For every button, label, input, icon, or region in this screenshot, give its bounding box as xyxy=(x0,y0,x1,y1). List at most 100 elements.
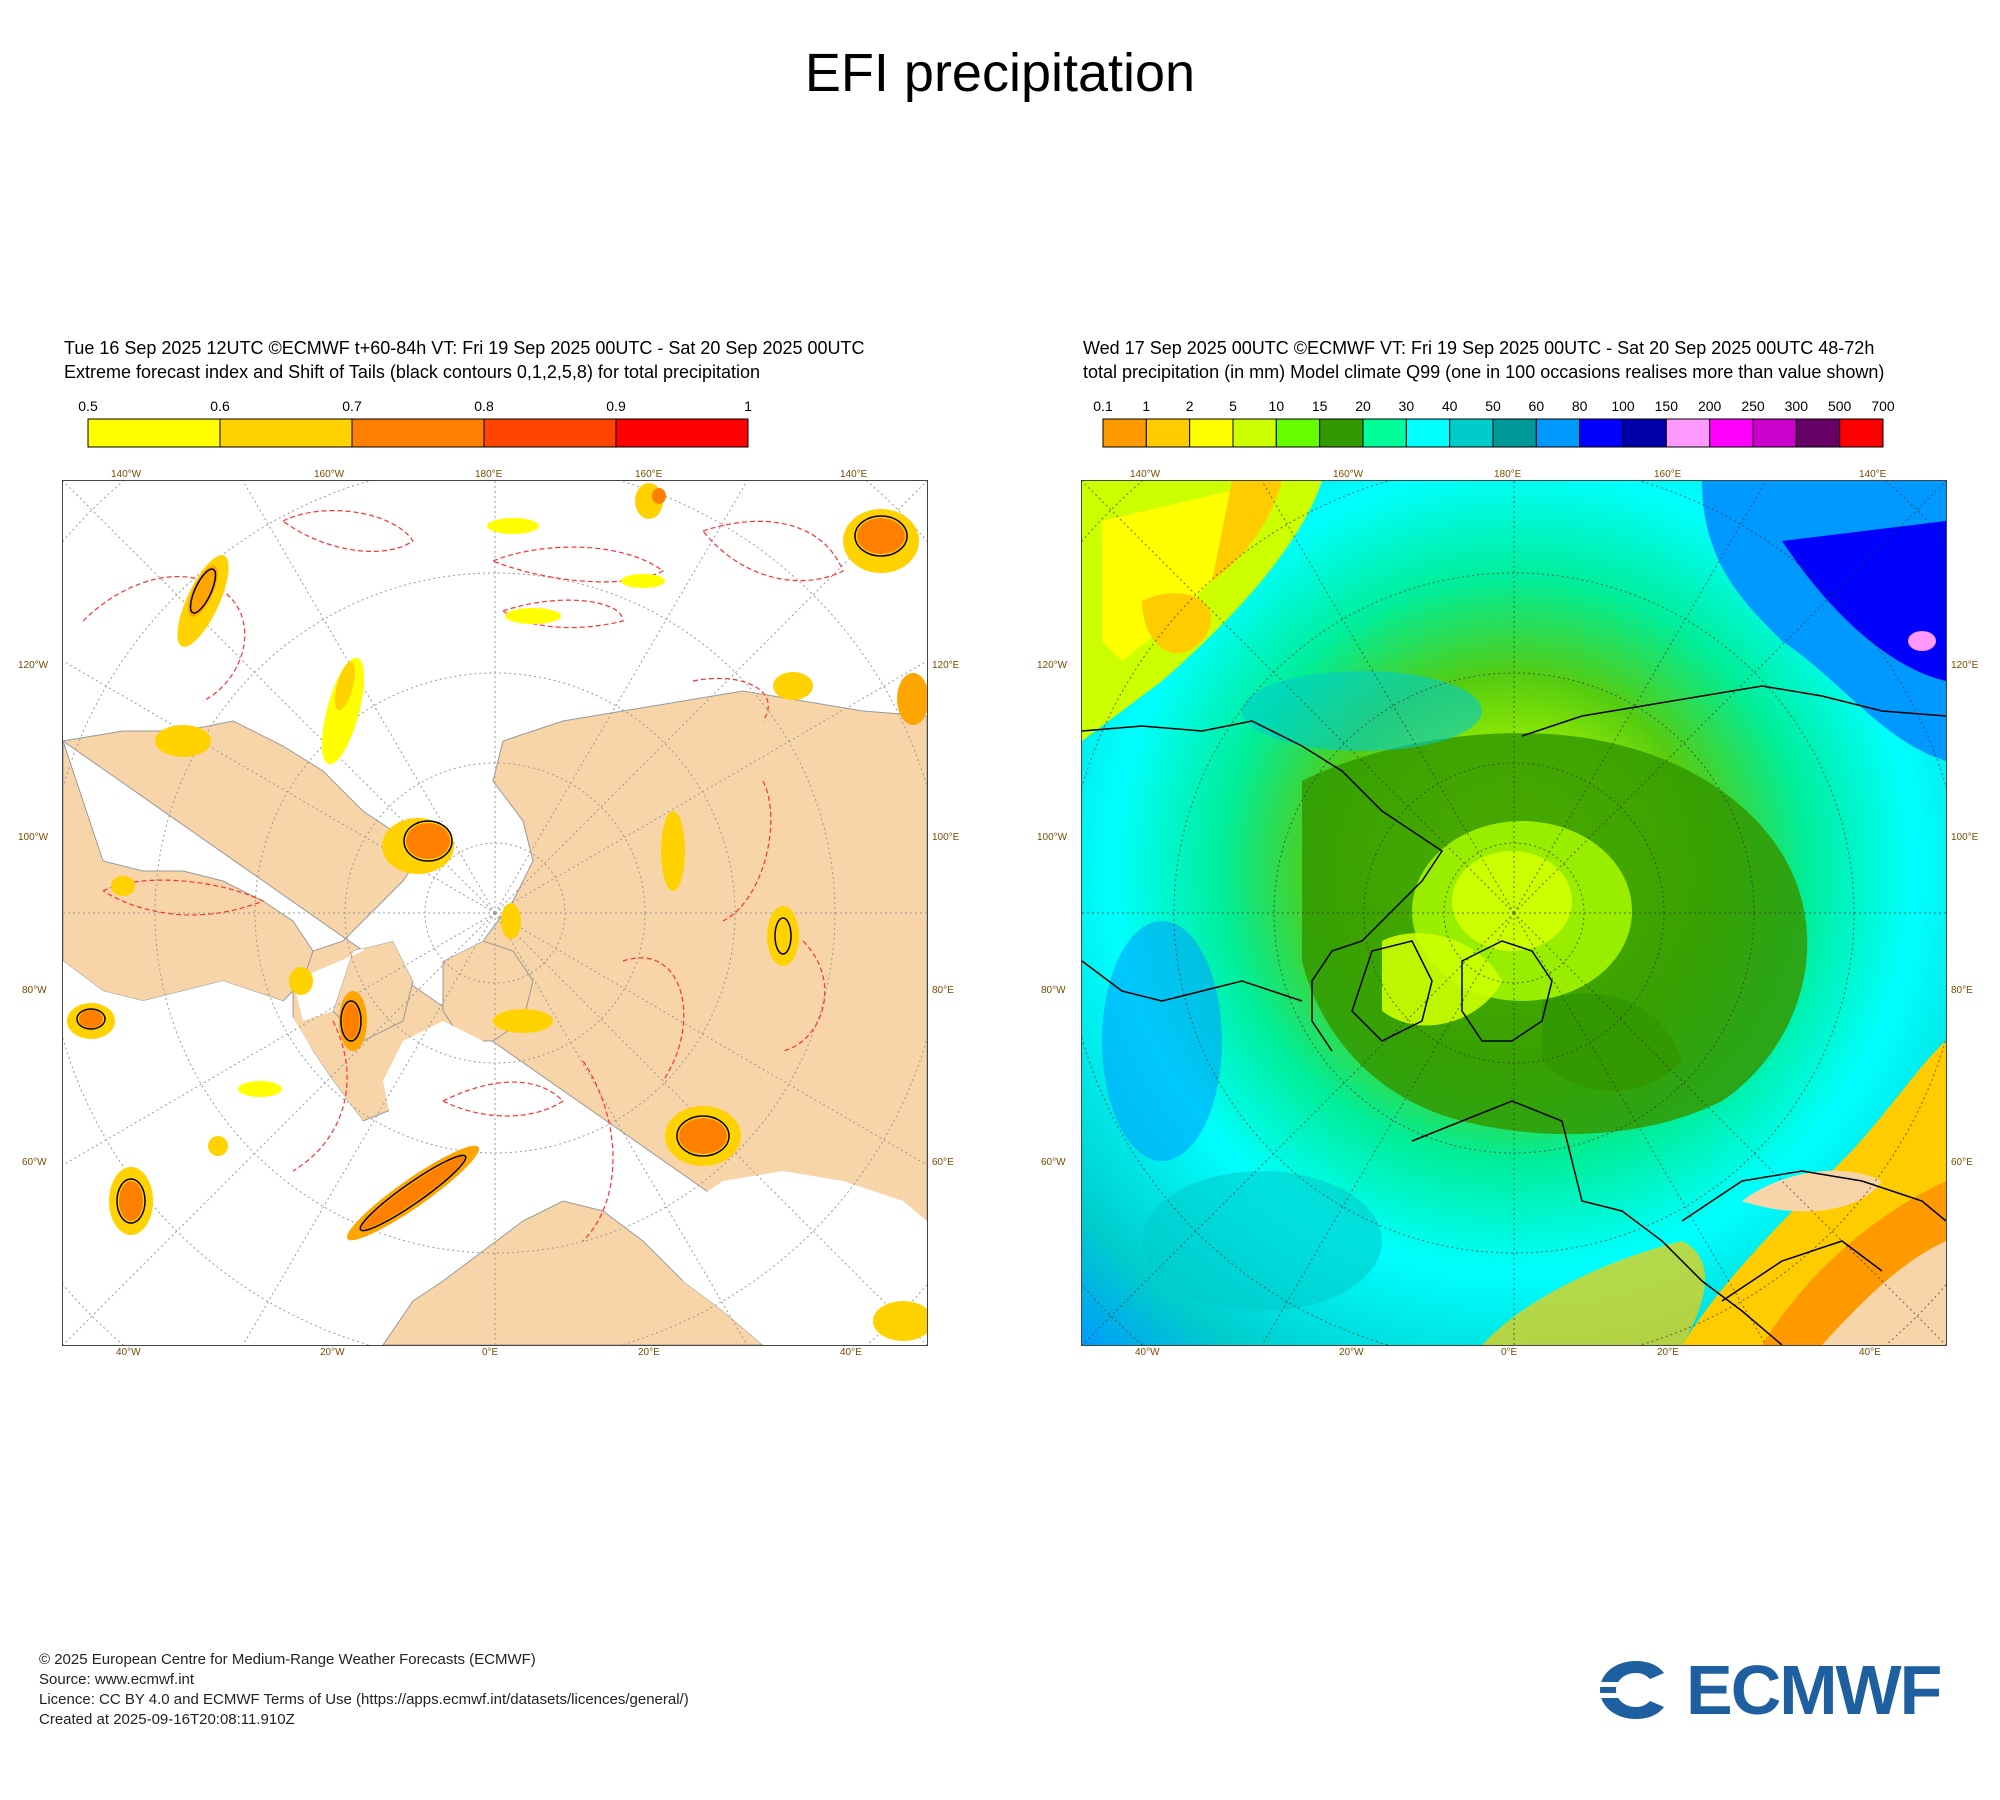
lon-label-top: 140°W xyxy=(1130,469,1161,480)
q99-colorbar-cell xyxy=(1579,418,1624,448)
lon-label-left: 60°W xyxy=(1041,1157,1066,1168)
footer-licence: Licence: CC BY 4.0 and ECMWF Terms of Us… xyxy=(39,1691,689,1708)
graticule xyxy=(63,481,927,1345)
efi-colorbar-label: 0.5 xyxy=(78,398,98,414)
efi-colorbar-label: 0.8 xyxy=(474,398,494,414)
footer-created: Created at 2025-09-16T20:08:11.910Z xyxy=(39,1711,295,1728)
lon-label-bottom: 20°W xyxy=(1339,1347,1364,1358)
efi-colorbar-label: 1 xyxy=(744,398,752,414)
q99-colorbar-label: 250 xyxy=(1741,398,1765,414)
q99-colorbar-cell xyxy=(1362,418,1407,448)
lon-label-bottom: 20°E xyxy=(638,1347,660,1358)
graticule xyxy=(1082,481,1946,1345)
q99-colorbar-label: 2 xyxy=(1186,398,1194,414)
q99-colorbar-svg: 0.1 1 2 5 10 15 20 30 40 50 60 80 100 150 200 250 300 500… xyxy=(1093,398,1895,448)
q99-colorbar-cell xyxy=(1189,418,1234,448)
q99-colorbar-label: 10 xyxy=(1269,398,1285,414)
q99-colorbar-label: 30 xyxy=(1399,398,1415,414)
q99-colorbar-cell xyxy=(1232,418,1277,448)
q99-colorbar-cell xyxy=(1752,418,1797,448)
q99-header-line2: total precipitation (in mm) Model climat… xyxy=(1083,362,1885,382)
q99-colorbar-label: 50 xyxy=(1485,398,1501,414)
lon-label-right: 60°E xyxy=(932,1157,954,1168)
q99-colorbar-label: 100 xyxy=(1611,398,1635,414)
q99-colorbar-label: 1 xyxy=(1142,398,1150,414)
q99-colorbar-cell xyxy=(1102,418,1147,448)
lon-label-top: 140°W xyxy=(111,469,142,480)
lon-label-right: 100°E xyxy=(1951,832,1979,843)
q99-panel: Wed 17 Sep 2025 00UTC ©ECMWF VT: Fri 19 … xyxy=(1037,335,1978,1360)
q99-colorbar-cell xyxy=(1449,418,1494,448)
q99-header-line1: Wed 17 Sep 2025 00UTC ©ECMWF VT: Fri 19 … xyxy=(1083,338,1875,358)
q99-colorbar-cell xyxy=(1405,418,1451,448)
lon-label-left: 80°W xyxy=(1041,985,1066,996)
lon-label-top: 160°E xyxy=(635,469,663,480)
lon-label-bottom: 0°E xyxy=(1501,1347,1518,1358)
q99-map xyxy=(1081,480,1947,1346)
lon-label-bottom: 20°W xyxy=(320,1347,345,1358)
lon-label-top: 160°W xyxy=(314,469,345,480)
q99-colorbar-label: 20 xyxy=(1355,398,1371,414)
page-title: EFI precipitation xyxy=(804,43,1196,103)
q99-colorbar-label: 300 xyxy=(1785,398,1809,414)
q99-colorbar-cell xyxy=(1492,418,1537,448)
q99-colorbar-label: 5 xyxy=(1229,398,1237,414)
efi-header-line1: Tue 16 Sep 2025 12UTC ©ECMWF t+60-84h VT… xyxy=(64,338,865,358)
ecmwf-logo-mark xyxy=(1590,1661,1682,1719)
lon-label-right: 120°E xyxy=(932,660,960,671)
lon-label-top: 140°E xyxy=(840,469,868,480)
q99-colorbar-label: 150 xyxy=(1655,398,1679,414)
coastlines xyxy=(1082,685,1946,1345)
efi-map-canvas xyxy=(63,481,927,1345)
lon-label-right: 80°E xyxy=(1951,985,1973,996)
q99-colorbar-label: 80 xyxy=(1572,398,1588,414)
lon-label-bottom: 40°E xyxy=(840,1347,862,1358)
ecmwf-logo: ECMWF xyxy=(1590,1655,1970,1725)
efi-panel: Tue 16 Sep 2025 12UTC ©ECMWF t+60-84h VT… xyxy=(18,335,959,1360)
q99-colorbar: 0.1 1 2 5 10 15 20 30 40 50 60 80 100 150 200 250 300 500… xyxy=(1093,395,1895,450)
q99-colorbar-label: 60 xyxy=(1529,398,1545,414)
q99-colorbar-cell xyxy=(1795,418,1841,448)
q99-colorbar-label: 40 xyxy=(1442,398,1458,414)
footer-copyright: © 2025 European Centre for Medium-Range … xyxy=(39,1651,536,1668)
q99-colorbar-label: 500 xyxy=(1828,398,1852,414)
lon-label-bottom: 40°W xyxy=(116,1347,141,1358)
q99-colorbar-label: 0.1 xyxy=(1093,398,1113,414)
q99-map-canvas xyxy=(1082,481,1946,1345)
efi-colorbar-label: 0.9 xyxy=(606,398,626,414)
lon-label-left: 100°W xyxy=(1037,832,1068,843)
lon-label-left: 120°W xyxy=(1037,660,1068,671)
efi-colorbar-label: 0.6 xyxy=(210,398,230,414)
lon-label-top: 180°E xyxy=(1494,469,1522,480)
lon-label-right: 120°E xyxy=(1951,660,1979,671)
efi-map xyxy=(62,480,928,1346)
ecmwf-logo-text: ECMWF xyxy=(1686,1651,1942,1729)
efi-header-line2: Extreme forecast index and Shift of Tail… xyxy=(64,362,761,382)
lon-label-left: 120°W xyxy=(18,660,49,671)
lon-label-top: 160°E xyxy=(1654,469,1682,480)
efi-colorbar: 0.5 0.6 0.7 0.8 0.9 1 xyxy=(78,395,752,450)
lon-label-left: 80°W xyxy=(22,985,47,996)
q99-colorbar-label: 200 xyxy=(1698,398,1722,414)
lon-label-top: 160°W xyxy=(1333,469,1364,480)
q99-colorbar-cell xyxy=(1665,418,1711,448)
efi-colorbar-svg: 0.5 0.6 0.7 0.8 0.9 1 xyxy=(78,398,752,448)
lon-label-bottom: 40°E xyxy=(1859,1347,1881,1358)
lon-label-bottom: 0°E xyxy=(482,1347,499,1358)
lon-label-bottom: 20°E xyxy=(1657,1347,1679,1358)
q99-colorbar-cell xyxy=(1275,418,1321,448)
efi-colorbar-cell xyxy=(219,418,353,448)
lon-label-bottom: 40°W xyxy=(1135,1347,1160,1358)
footer-source: Source: www.ecmwf.int xyxy=(39,1671,195,1688)
q99-colorbar-label: 15 xyxy=(1312,398,1328,414)
lon-label-top: 180°E xyxy=(475,469,503,480)
lon-label-left: 100°W xyxy=(18,832,49,843)
q99-colorbar-cell xyxy=(1709,418,1754,448)
efi-colorbar-label: 0.7 xyxy=(342,398,362,414)
precip-bands xyxy=(1082,481,1946,1345)
q99-colorbar-cell xyxy=(1319,418,1364,448)
efi-colorbar-cell xyxy=(87,418,221,448)
efi-colorbar-cell xyxy=(351,418,485,448)
lon-label-left: 60°W xyxy=(22,1157,47,1168)
q99-colorbar-cell xyxy=(1839,418,1884,448)
